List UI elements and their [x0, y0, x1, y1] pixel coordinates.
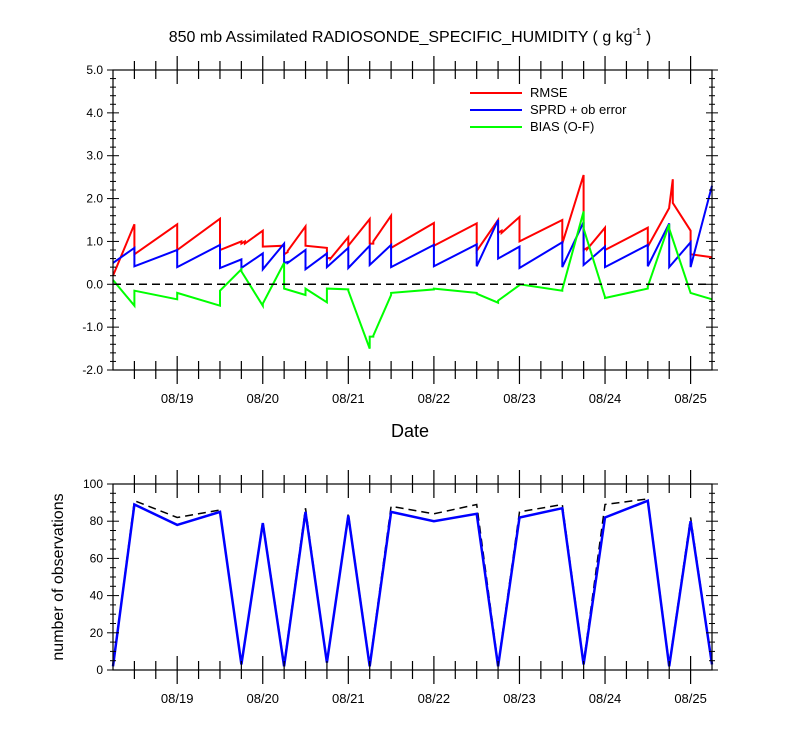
- x-tick-label: 08/23: [503, 691, 536, 706]
- y-tick-label: 100: [83, 477, 103, 491]
- legend-label: BIAS (O-F): [530, 119, 594, 134]
- x-tick-label: 08/25: [674, 691, 707, 706]
- x-tick-label: 08/20: [246, 691, 279, 706]
- series-bias-o-f-line: [112, 211, 713, 349]
- y-tick-label: 60: [90, 551, 104, 565]
- top-chart: -2.0 -1.0 0.0 1.0 2.0 3.0 4.0 5.0 08/19 08/20 08/2…: [82, 56, 718, 406]
- y-tick-label: 4.0: [86, 106, 103, 120]
- legend-label: SPRD + ob error: [530, 102, 627, 117]
- bottom-chart-ylabel: number of observations: [50, 493, 67, 660]
- y-tick-label: 80: [90, 514, 104, 528]
- series-possible-line: [112, 498, 713, 667]
- x-tick-label: 08/23: [503, 391, 536, 406]
- chart-title-end: ): [641, 29, 651, 46]
- x-tick-label: 08/22: [418, 391, 451, 406]
- x-tick-label: 08/19: [161, 691, 194, 706]
- x-tick-label: 08/24: [589, 391, 622, 406]
- x-tick-label: 08/25: [674, 391, 707, 406]
- series-rmse-line: [112, 174, 713, 277]
- y-tick-label: -2.0: [82, 363, 103, 377]
- x-tick-label: 08/19: [161, 391, 194, 406]
- series-sprd-ob-error-line: [112, 185, 713, 273]
- y-tick-label: 20: [90, 626, 104, 640]
- bottom-chart: 0 20 40 60 80 100 08/19 08/20 08/21 08/22 08/23 08/…: [83, 470, 718, 706]
- x-tick-label: 08/20: [246, 391, 279, 406]
- chart-title-main: 850 mb Assimilated RADIOSONDE_SPECIFIC_H…: [169, 29, 633, 46]
- y-tick-label: 0.0: [86, 277, 103, 291]
- y-tick-label: 1.0: [86, 234, 103, 248]
- y-tick-label: 5.0: [86, 63, 103, 77]
- legend: RMSE SPRD + ob error BIAS (O-F): [470, 85, 627, 134]
- y-tick-label: 2.0: [86, 192, 103, 206]
- y-tick-label: 0: [96, 663, 103, 677]
- x-tick-label: 08/21: [332, 391, 365, 406]
- top-chart-xlabel: Date: [391, 421, 429, 441]
- series-used-line: [111, 498, 714, 667]
- y-tick-label: 40: [90, 589, 104, 603]
- x-tick-label: 08/21: [332, 691, 365, 706]
- x-tick-label: 08/24: [589, 691, 622, 706]
- chart-title: 850 mb Assimilated RADIOSONDE_SPECIFIC_H…: [169, 27, 652, 46]
- legend-label: RMSE: [530, 85, 568, 100]
- x-tick-label: 08/22: [418, 691, 451, 706]
- chart-title-sup: -1: [633, 27, 642, 38]
- y-tick-label: 3.0: [86, 149, 103, 163]
- y-tick-label: -1.0: [82, 320, 103, 334]
